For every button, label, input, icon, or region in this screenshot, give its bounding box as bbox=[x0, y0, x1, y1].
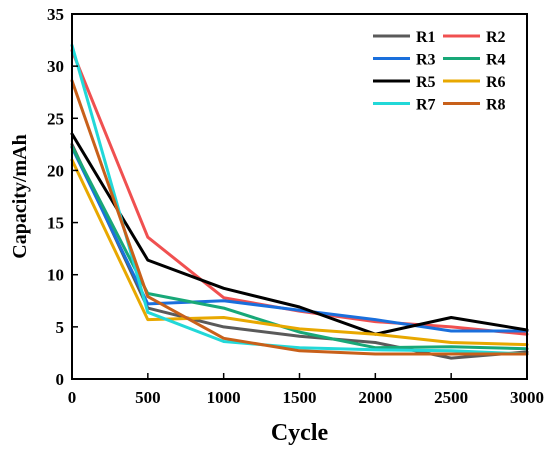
data-point-r8 bbox=[298, 349, 301, 353]
data-point-r3 bbox=[374, 318, 377, 321]
legend-label-r5: R5 bbox=[416, 74, 436, 91]
data-point-r3 bbox=[298, 308, 301, 312]
ticks-layer: 0 500 1000 1500 2000 2500 3000 0 5 10 15 20 25 30 35 bbox=[47, 5, 544, 407]
x-tick-label: 2000 bbox=[358, 388, 392, 407]
x-tick-label: 1500 bbox=[283, 388, 317, 407]
data-point-r2 bbox=[222, 296, 225, 299]
y-tick-label: 30 bbox=[47, 57, 64, 76]
legend-label-r4: R4 bbox=[486, 52, 506, 69]
data-point-r2 bbox=[146, 235, 150, 239]
y-tick-label: 5 bbox=[56, 318, 65, 337]
legend-label-r1: R1 bbox=[416, 29, 436, 46]
data-point-r6 bbox=[298, 327, 301, 331]
data-point-r1 bbox=[449, 356, 453, 360]
data-point-r3 bbox=[146, 302, 150, 306]
data-point-r7 bbox=[222, 340, 225, 343]
data-point-r8 bbox=[222, 337, 225, 340]
x-tick-label: 1000 bbox=[207, 388, 241, 407]
legend-label-r8: R8 bbox=[486, 97, 506, 114]
data-point-r5 bbox=[146, 258, 150, 262]
data-point-r1 bbox=[222, 325, 225, 329]
legend-label-r6: R6 bbox=[486, 74, 506, 91]
data-point-r6 bbox=[222, 316, 225, 319]
y-axis-title: Capacity/mAh bbox=[9, 134, 31, 258]
data-point-r6 bbox=[449, 341, 453, 344]
data-point-r7 bbox=[146, 311, 150, 314]
data-point-r8 bbox=[374, 352, 377, 356]
series-layer bbox=[70, 43, 529, 360]
data-point-r6 bbox=[374, 332, 377, 336]
data-point-r7 bbox=[298, 346, 301, 349]
y-tick-label: 10 bbox=[47, 266, 64, 285]
data-point-r8 bbox=[146, 295, 150, 298]
data-point-r1 bbox=[298, 335, 301, 338]
data-point-r7 bbox=[449, 349, 453, 353]
data-point-r7 bbox=[374, 348, 377, 351]
legend-label-r2: R2 bbox=[486, 29, 506, 46]
data-point-r6 bbox=[146, 318, 150, 321]
data-point-r1 bbox=[374, 341, 377, 344]
data-point-r2 bbox=[449, 325, 453, 329]
data-point-r3 bbox=[222, 299, 225, 302]
y-tick-label: 20 bbox=[47, 161, 64, 180]
y-tick-label: 0 bbox=[56, 370, 65, 389]
data-point-r4 bbox=[222, 306, 225, 310]
data-point-r3 bbox=[449, 329, 453, 333]
data-point-r4 bbox=[449, 345, 453, 348]
x-tick-label: 500 bbox=[135, 388, 161, 407]
x-axis-title: Cycle bbox=[271, 420, 329, 446]
x-tick-label: 2500 bbox=[434, 388, 468, 407]
y-tick-label: 35 bbox=[47, 5, 64, 24]
series-line-r6 bbox=[70, 158, 529, 347]
x-tick-label: 3000 bbox=[510, 388, 544, 407]
legend: R1 R2 R3 R4 R5 R6 R7 R8 bbox=[373, 29, 506, 114]
data-point-r4 bbox=[298, 330, 301, 334]
data-point-r5 bbox=[222, 287, 225, 290]
legend-label-r3: R3 bbox=[416, 52, 436, 69]
plot-frame bbox=[71, 13, 528, 380]
series-line-r1 bbox=[70, 142, 529, 360]
y-tick-label: 15 bbox=[47, 214, 64, 233]
legend-label-r7: R7 bbox=[416, 97, 436, 114]
data-point-r5 bbox=[449, 316, 453, 319]
y-tick-label: 25 bbox=[47, 109, 64, 128]
x-tick-label: 0 bbox=[68, 388, 77, 407]
data-point-r5 bbox=[298, 305, 301, 309]
data-point-r8 bbox=[449, 352, 453, 356]
